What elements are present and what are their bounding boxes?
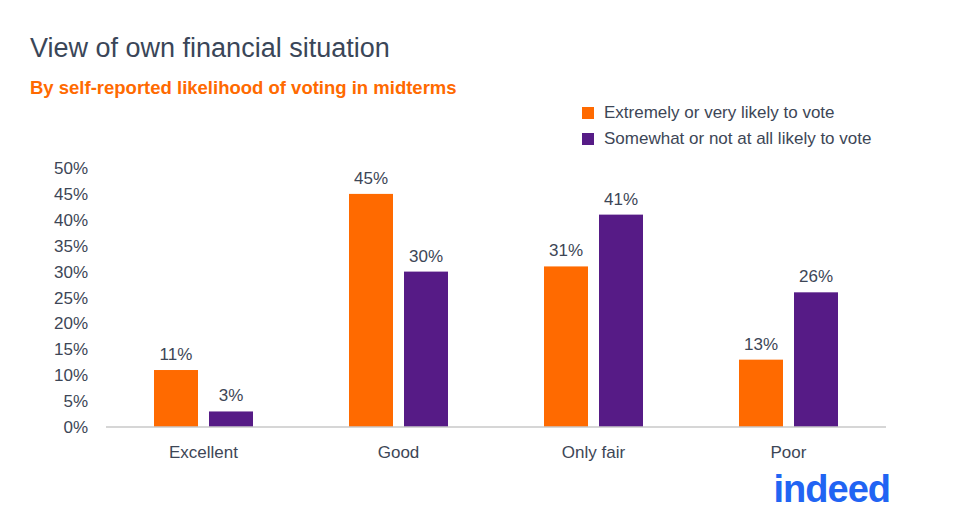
y-tick-label: 45% <box>54 185 88 204</box>
bar <box>404 272 448 427</box>
legend-swatch <box>582 133 594 145</box>
bar <box>599 215 643 427</box>
data-label: 31% <box>549 241 583 260</box>
x-tick-label: Poor <box>771 443 807 462</box>
bar <box>349 194 393 427</box>
bars <box>154 194 838 427</box>
y-tick-label: 30% <box>54 263 88 282</box>
y-tick-label: 15% <box>54 340 88 359</box>
data-label: 41% <box>604 190 638 209</box>
data-label: 45% <box>354 169 388 188</box>
bar <box>739 360 783 427</box>
chart: View of own financial situation By self-r… <box>0 0 960 524</box>
y-tick-label: 0% <box>63 418 88 437</box>
legend-label: Somewhat or not at all likely to vote <box>604 129 871 148</box>
y-tick-label: 25% <box>54 289 88 308</box>
x-tick-label: Only fair <box>562 443 626 462</box>
data-label: 3% <box>219 386 244 405</box>
x-axis <box>106 426 886 428</box>
bar <box>794 292 838 427</box>
labels: 11% 3% 45% 30% 31% 41% 13% 26% <box>160 169 833 406</box>
y-tick-label: 50% <box>54 159 88 178</box>
data-label: 11% <box>160 345 193 364</box>
bar <box>209 411 253 427</box>
legend-swatch <box>582 107 594 119</box>
y-tick-label: 10% <box>54 366 88 385</box>
data-label: 26% <box>799 267 833 286</box>
bar <box>544 266 588 427</box>
x-tick-label: Excellent <box>169 443 238 462</box>
y-tick-label: 35% <box>54 237 88 256</box>
x-tick-label: Good <box>378 443 420 462</box>
y-tick-label: 5% <box>63 392 88 411</box>
bar <box>154 370 198 427</box>
title: View of own financial situation <box>30 33 390 63</box>
y-tick-label: 40% <box>54 211 88 230</box>
data-label: 30% <box>409 247 443 266</box>
subtitle: By self-reported likelihood of voting in… <box>30 77 457 98</box>
data-label: 13% <box>744 335 778 354</box>
legend-label: Extremely or very likely to vote <box>604 103 835 122</box>
logo: indeed <box>774 468 890 510</box>
y-tick-label: 20% <box>54 314 88 333</box>
